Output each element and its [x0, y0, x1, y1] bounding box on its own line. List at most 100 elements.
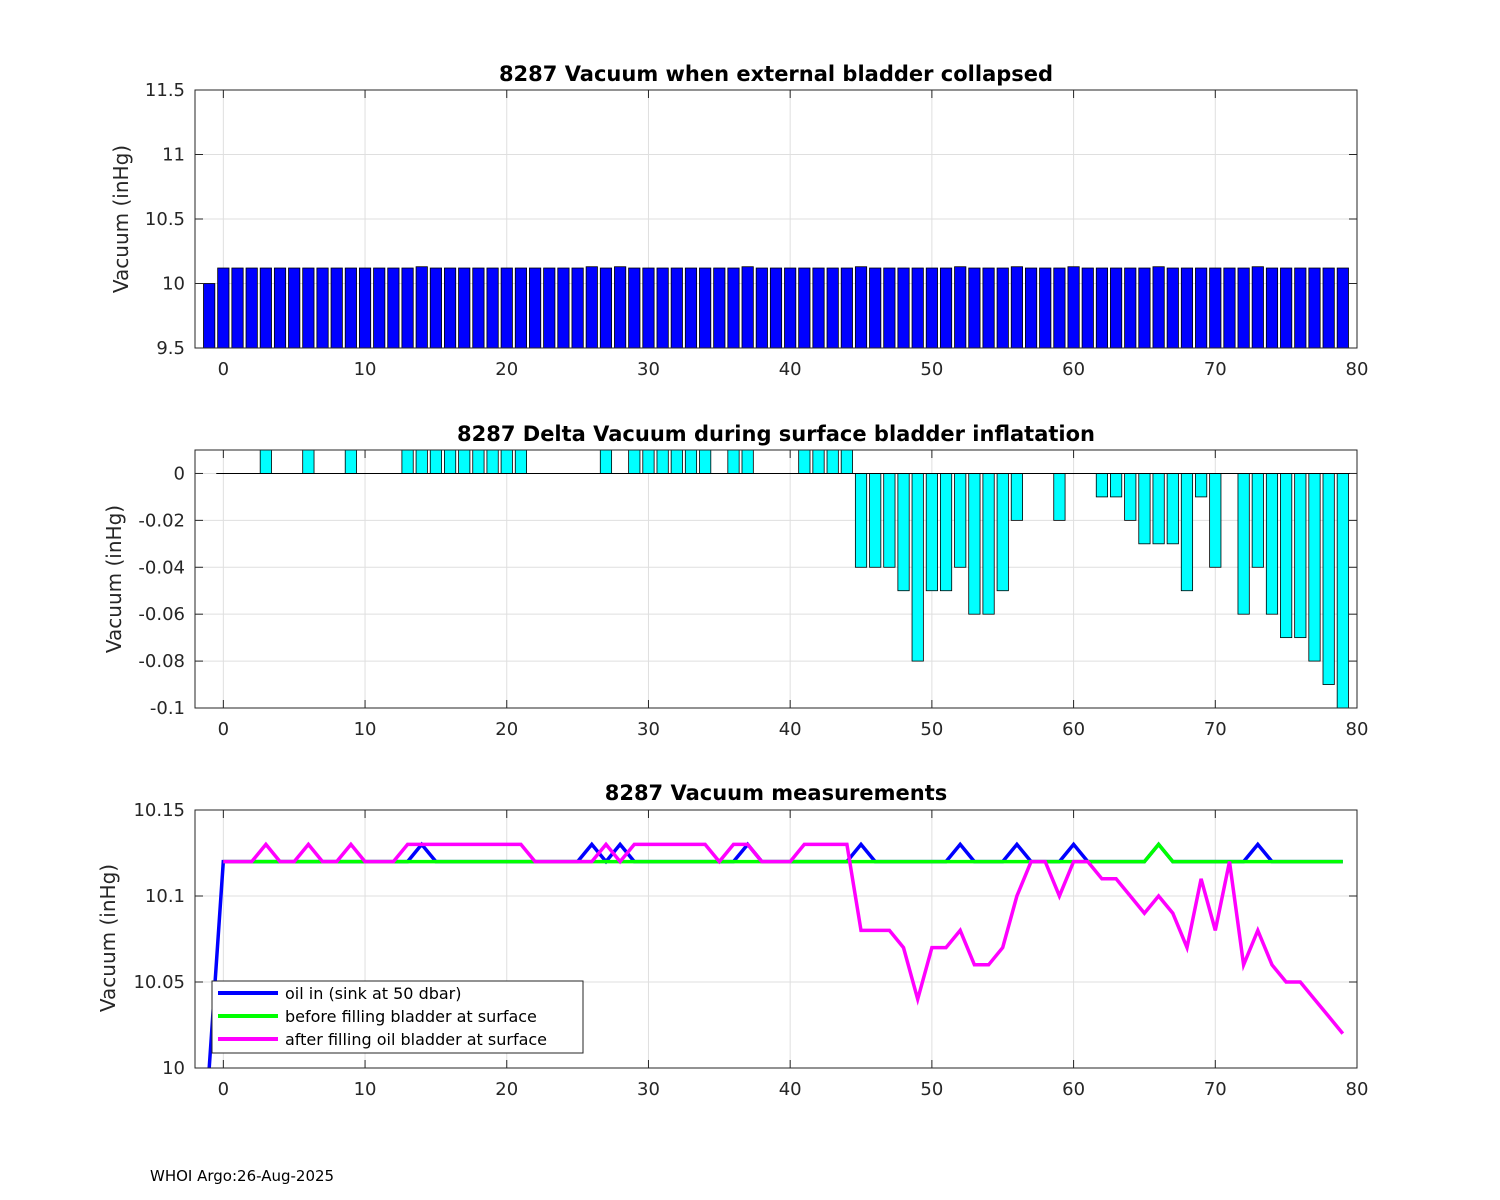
y-tick-label: -0.1 — [150, 698, 185, 719]
bar — [401, 449, 414, 474]
bar — [684, 267, 698, 349]
bar — [1265, 267, 1279, 349]
x-tick-label: 10 — [354, 359, 377, 380]
x-tick-label: 0 — [218, 719, 229, 740]
panel-2-ylabel: Vacuum (inHg) — [102, 505, 126, 653]
x-tick-label: 10 — [354, 719, 377, 740]
y-tick-label: 10 — [162, 1058, 185, 1079]
x-tick-label: 0 — [218, 359, 229, 380]
bar — [1110, 267, 1123, 349]
bar — [529, 267, 542, 349]
bar — [1039, 267, 1052, 349]
bar — [1322, 473, 1335, 685]
bar — [1166, 473, 1179, 545]
bar — [854, 473, 868, 568]
marks-layer — [216, 449, 1350, 709]
bar — [1308, 473, 1321, 662]
bar — [203, 283, 216, 349]
x-tick-label: 80 — [1346, 1079, 1369, 1100]
x-tick-label: 20 — [495, 359, 518, 380]
x-tick-label: 30 — [637, 359, 660, 380]
bar — [656, 449, 669, 474]
panel-3-ylabel: Vacuum (inHg) — [96, 864, 120, 1012]
bar — [883, 267, 896, 349]
bar — [1152, 473, 1165, 545]
bar — [1265, 473, 1279, 615]
bar — [1308, 267, 1321, 349]
bar — [713, 267, 726, 349]
bar — [472, 267, 485, 349]
bar — [302, 449, 315, 474]
x-tick-label: 40 — [779, 1079, 802, 1100]
bar — [982, 267, 995, 349]
bar — [727, 267, 740, 349]
bar — [812, 449, 825, 474]
x-tick-label: 80 — [1346, 359, 1369, 380]
bar — [939, 473, 953, 592]
y-tick-label: 10.05 — [133, 972, 185, 993]
bar — [954, 266, 967, 349]
bar — [1280, 267, 1293, 349]
bar — [1067, 266, 1080, 349]
bar — [1180, 473, 1194, 592]
bar — [996, 267, 1009, 349]
legend-label: oil in (sink at 50 dbar) — [285, 984, 462, 1003]
bar — [273, 267, 287, 349]
bar — [628, 449, 641, 474]
bar — [1025, 267, 1038, 349]
bar — [642, 267, 655, 349]
bar — [1209, 267, 1222, 349]
bar — [826, 267, 839, 349]
bar — [1251, 473, 1264, 568]
legend-label: before filling bladder at surface — [285, 1007, 537, 1026]
bar — [1081, 267, 1094, 349]
x-tick-label: 0 — [218, 1079, 229, 1100]
bar — [883, 473, 896, 568]
bar — [1095, 473, 1108, 498]
axes-frame — [194, 449, 1358, 709]
bar — [670, 267, 683, 349]
y-tick-label: -0.02 — [138, 510, 185, 531]
bar — [543, 267, 556, 349]
bar — [840, 267, 853, 349]
bar — [854, 266, 868, 349]
bar — [259, 449, 272, 474]
bar — [798, 267, 811, 349]
bar — [656, 267, 669, 349]
bar — [1195, 267, 1208, 349]
bar — [1336, 267, 1349, 349]
bar — [1166, 267, 1179, 349]
bar — [444, 449, 457, 474]
bar — [1095, 267, 1108, 349]
bar — [741, 449, 754, 474]
bar — [784, 267, 797, 349]
bar — [1223, 267, 1236, 349]
bar — [429, 267, 442, 349]
legend-label: after filling oil bladder at surface — [285, 1030, 547, 1049]
panel-1-ylabel: Vacuum (inHg) — [109, 145, 133, 293]
bar — [840, 449, 853, 474]
x-tick-label: 60 — [1062, 719, 1085, 740]
bar — [741, 266, 754, 349]
x-tick-label: 50 — [920, 719, 943, 740]
bar — [614, 266, 627, 349]
panel-2-title: 8287 Delta Vacuum during surface bladder… — [457, 422, 1095, 446]
x-tick-label: 70 — [1204, 719, 1227, 740]
bar — [259, 267, 272, 349]
legend: oil in (sink at 50 dbar) before filling b… — [211, 980, 584, 1054]
bar — [1251, 266, 1264, 349]
vacuum-bar-panel: 8287 Vacuum when external bladder collap… — [109, 62, 1368, 380]
bar — [288, 267, 301, 349]
delta-vacuum-bar-panel: 8287 Delta Vacuum during surface bladder… — [102, 422, 1368, 740]
axes-frame — [194, 89, 1358, 349]
x-tick-label: 20 — [495, 719, 518, 740]
bar — [1138, 473, 1151, 545]
bar — [755, 267, 768, 349]
bar — [571, 267, 584, 349]
bar — [472, 449, 485, 474]
y-tick-label: -0.08 — [138, 651, 185, 672]
footer-credit: WHOI Argo:26-Aug-2025 — [150, 1167, 335, 1185]
bar — [458, 449, 471, 474]
bar — [387, 267, 400, 349]
y-tick-label: 11.5 — [145, 80, 185, 101]
